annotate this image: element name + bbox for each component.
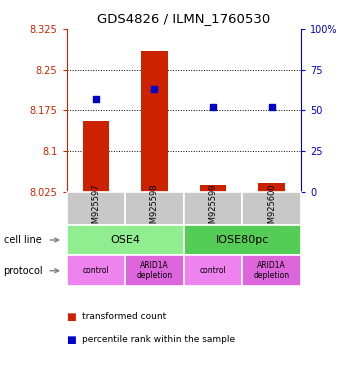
Bar — [184, 192, 242, 225]
Text: control: control — [200, 266, 226, 275]
Text: ARID1A
depletion: ARID1A depletion — [136, 261, 173, 280]
Bar — [200, 185, 226, 192]
Text: IOSE80pc: IOSE80pc — [216, 235, 269, 245]
Bar — [66, 255, 125, 286]
Text: percentile rank within the sample: percentile rank within the sample — [82, 335, 235, 344]
Bar — [66, 225, 184, 255]
Bar — [184, 255, 242, 286]
Text: ■: ■ — [66, 312, 76, 322]
Bar — [242, 192, 301, 225]
Bar — [184, 225, 301, 255]
Text: ARID1A
depletion: ARID1A depletion — [254, 261, 290, 280]
Text: GSM925597: GSM925597 — [91, 183, 100, 233]
Text: protocol: protocol — [4, 266, 43, 276]
Bar — [259, 183, 285, 192]
Bar — [66, 192, 125, 225]
Title: GDS4826 / ILMN_1760530: GDS4826 / ILMN_1760530 — [97, 12, 270, 25]
Text: control: control — [83, 266, 109, 275]
Text: GSM925599: GSM925599 — [209, 183, 218, 233]
Bar — [125, 192, 184, 225]
Text: GSM925598: GSM925598 — [150, 183, 159, 233]
Bar — [125, 255, 184, 286]
Text: ■: ■ — [66, 335, 76, 345]
Bar — [242, 255, 301, 286]
Text: cell line: cell line — [4, 235, 41, 245]
Bar — [141, 51, 168, 192]
Text: OSE4: OSE4 — [110, 235, 140, 245]
Bar — [83, 121, 109, 192]
Text: GSM925600: GSM925600 — [267, 183, 276, 233]
Text: transformed count: transformed count — [82, 312, 167, 321]
